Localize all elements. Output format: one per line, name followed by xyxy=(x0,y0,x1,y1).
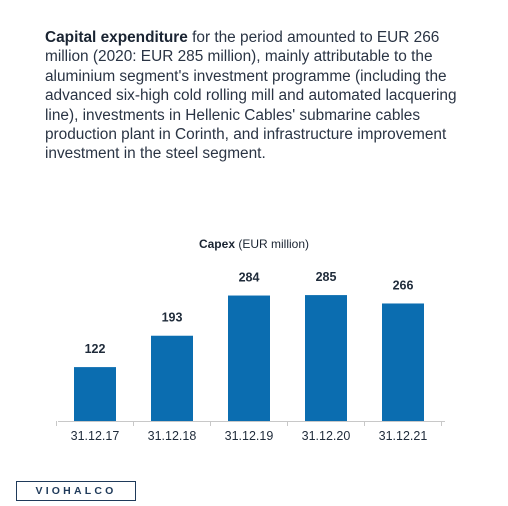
category-label-31.12.20: 31.12.20 xyxy=(302,429,351,443)
chart-title-rest: (EUR million) xyxy=(235,237,310,251)
chart-title-bold: Capex xyxy=(198,237,235,251)
bar-31.12.18 xyxy=(151,335,193,421)
category-label-31.12.21: 31.12.21 xyxy=(379,429,428,443)
category-label-31.12.19: 31.12.19 xyxy=(225,429,274,443)
value-label-31.12.19: 284 xyxy=(239,271,260,285)
bar-31.12.20 xyxy=(305,295,347,421)
viohalco-logo: VIOHALCO xyxy=(16,481,136,501)
intro-lead: Capital expenditure xyxy=(45,29,188,46)
intro-text: for the period amounted to EUR 266 milli… xyxy=(45,29,457,163)
chart-title: Capex (EUR million) xyxy=(0,237,508,251)
category-label-31.12.17: 31.12.17 xyxy=(71,429,120,443)
value-label-31.12.21: 266 xyxy=(393,278,414,292)
bar-31.12.21 xyxy=(382,303,424,421)
bar-31.12.17 xyxy=(74,367,116,421)
logo-text: VIOHALCO xyxy=(35,485,117,497)
bar-31.12.19 xyxy=(228,295,270,421)
category-label-31.12.18: 31.12.18 xyxy=(148,429,197,443)
value-label-31.12.17: 122 xyxy=(85,342,106,356)
value-label-31.12.20: 285 xyxy=(316,270,337,284)
value-label-31.12.18: 193 xyxy=(162,311,183,325)
intro-paragraph: Capital expenditure for the period amoun… xyxy=(45,28,485,164)
